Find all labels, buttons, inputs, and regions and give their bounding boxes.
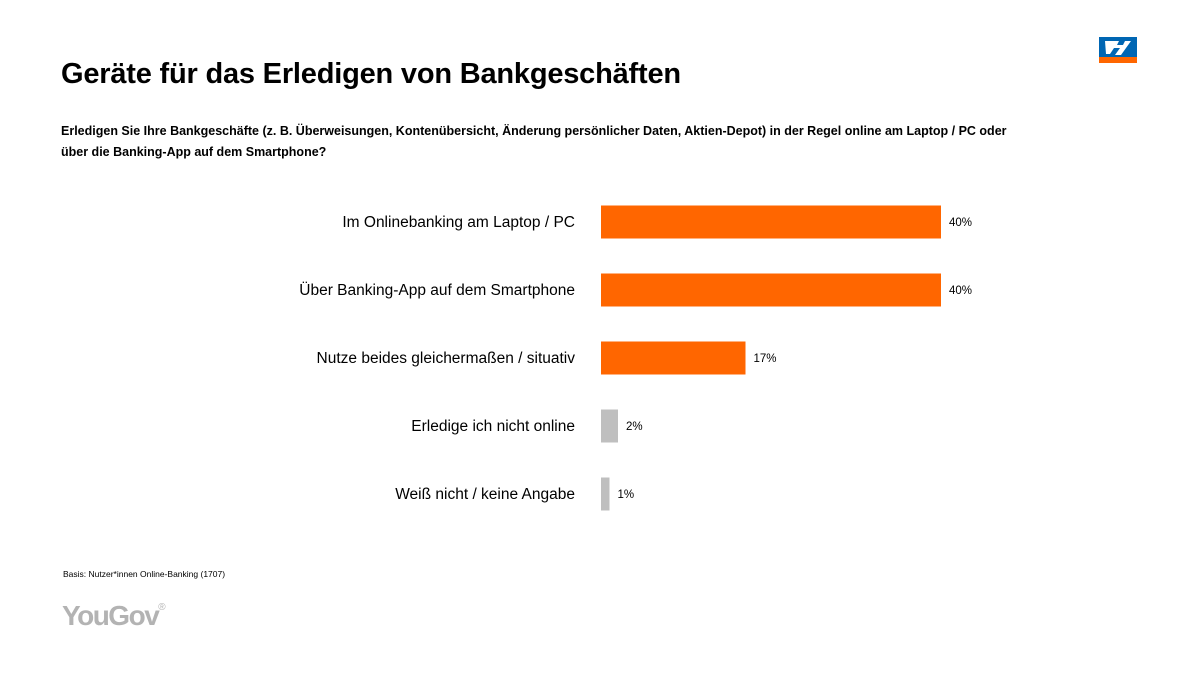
value-label: 17% [754, 353, 777, 365]
bar [601, 341, 746, 375]
yougov-logo: YouGov® [62, 600, 166, 632]
category-label: Über Banking-App auf dem Smartphone [299, 281, 575, 299]
basis-note: Basis: Nutzer*innen Online-Banking (1707… [63, 569, 226, 579]
category-label: Erledige ich nicht online [411, 418, 575, 435]
page-title: Geräte für das Erledigen von Bankgeschäf… [61, 58, 681, 90]
category-label: Im Onlinebanking am Laptop / PC [342, 214, 575, 231]
volksbank-logo-icon [1099, 37, 1137, 63]
bar [601, 409, 618, 443]
value-label: 2% [626, 421, 643, 433]
bar [601, 477, 610, 511]
value-label: 40% [949, 217, 972, 229]
registered-mark: ® [158, 602, 166, 613]
bar-chart: Im Onlinebanking am Laptop / PC 40% Über B… [299, 205, 972, 511]
value-label: 40% [949, 285, 972, 297]
category-label: Weiß nicht / keine Angabe [395, 486, 575, 503]
value-label: 1% [618, 489, 635, 501]
yougov-brand-text: YouGov [62, 600, 160, 631]
bar [601, 273, 941, 307]
bar [601, 205, 941, 239]
category-label: Nutze beides gleichermaßen / situativ [317, 350, 576, 367]
survey-question: Erledigen Sie Ihre Bankgeschäfte (z. B. … [61, 124, 1007, 159]
